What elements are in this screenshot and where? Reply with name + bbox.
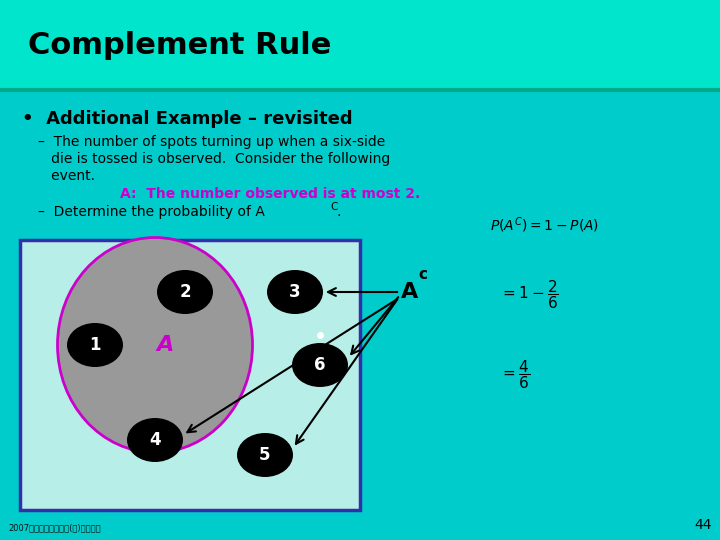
Ellipse shape [127,418,183,462]
Text: c: c [418,267,427,282]
Text: die is tossed is observed.  Consider the following: die is tossed is observed. Consider the … [38,152,390,166]
Text: $\mathbf{A}$: $\mathbf{A}$ [400,282,419,302]
Text: 5: 5 [259,446,271,464]
Text: 2007年塔大统计学概论(一)课程课件: 2007年塔大统计学概论(一)课程课件 [8,523,101,532]
Text: 1: 1 [89,336,101,354]
Text: 2: 2 [179,283,191,301]
Text: $P(A^C) = 1 - P(A)$: $P(A^C) = 1 - P(A)$ [490,215,599,235]
Ellipse shape [267,270,323,314]
Text: A:  The number observed is at most 2.: A: The number observed is at most 2. [120,187,420,201]
Text: –  The number of spots turning up when a six-side: – The number of spots turning up when a … [38,135,385,149]
Ellipse shape [157,270,213,314]
Text: $= 1 - \dfrac{2}{6}$: $= 1 - \dfrac{2}{6}$ [500,279,559,312]
Text: 6: 6 [314,356,325,374]
Text: event.: event. [38,169,95,183]
Text: 4: 4 [149,431,161,449]
Text: 3: 3 [289,283,301,301]
Ellipse shape [292,343,348,387]
Text: A: A [156,335,174,355]
FancyBboxPatch shape [20,240,360,510]
FancyBboxPatch shape [0,0,720,90]
Text: Complement Rule: Complement Rule [28,30,331,59]
Text: –  Determine the probability of A: – Determine the probability of A [38,205,265,219]
Text: •  Additional Example – revisited: • Additional Example – revisited [22,110,353,128]
Text: $= \dfrac{4}{6}$: $= \dfrac{4}{6}$ [500,359,531,392]
Text: 44: 44 [695,518,712,532]
Ellipse shape [237,433,293,477]
Ellipse shape [67,323,123,367]
Text: C: C [330,202,338,212]
Text: .: . [336,205,341,219]
Ellipse shape [58,238,253,453]
